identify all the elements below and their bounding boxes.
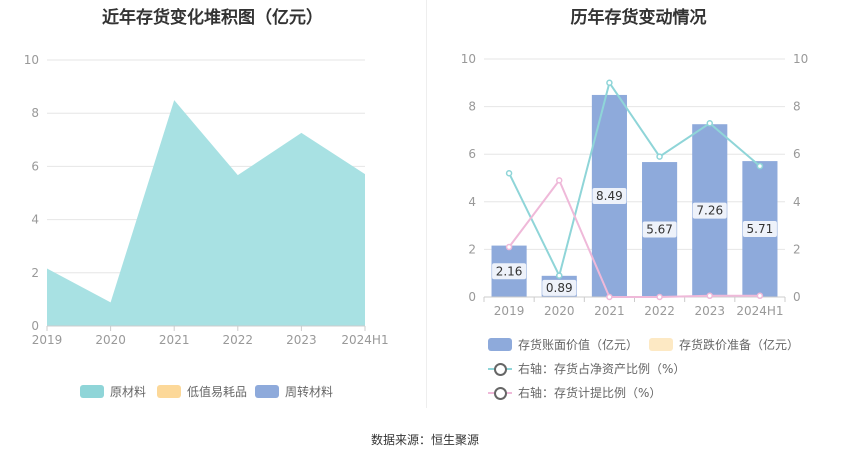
y-right-tick-label: 6: [793, 147, 801, 161]
bar-label-background: [642, 221, 677, 238]
bar-label-background: [492, 263, 527, 280]
bar-line-combo-chart: 0 2 4 6 8 10 0 2 4 6 8 10 2.16 0.89 8.49 5.67 7.26 5.71 20…: [461, 52, 809, 318]
x-tick-label: 2019: [32, 333, 63, 347]
stacked-area-chart: 0 2 4 6 8 10 2019 2020 2021 2022 2023 2024H1: [24, 53, 389, 347]
line-point: [656, 293, 663, 301]
bar-label-background: [542, 279, 577, 296]
y-tick-label: 6: [31, 159, 39, 173]
x-tick-label: 2021: [159, 333, 190, 347]
bar-value-label: 7.26: [696, 204, 723, 218]
line-point: [656, 153, 663, 160]
x-tick-label: 2023: [286, 333, 317, 347]
legend-label-book-value: 存货账面价值（亿元）: [518, 338, 639, 352]
legend-label-turnover-materials: 周转材料: [285, 385, 334, 399]
y-right-tick-label: 2: [793, 242, 801, 256]
legend-swatch-provision-ratio: [488, 386, 512, 400]
y-right-tick-label: 10: [793, 52, 808, 66]
legend-swatch-low-value-consumables: [157, 385, 181, 398]
left-chart-panel: 近年存货变化堆积图（亿元） 0 2 4 6 8 10 2019 2020 2021 2022 202…: [0, 0, 425, 420]
y-tick-label: 8: [31, 106, 39, 120]
line-point: [556, 272, 563, 279]
y-tick-label: 0: [31, 319, 39, 333]
y-tick-label: 2: [31, 266, 39, 280]
bar-label-background: [692, 202, 727, 219]
x-tick-label: 2021: [594, 304, 625, 318]
y-left-tick-label: 8: [468, 100, 476, 114]
line-point: [556, 177, 563, 184]
right-chart-panel: 历年存货变动情况 0 2 4 6 8 10 0 2 4 6 8 10 2.16 0.89 8.49 5.67 7…: [427, 0, 850, 420]
legend-swatch-net-asset-ratio: [488, 362, 512, 376]
x-tick-label: 2019: [494, 304, 525, 318]
line-point: [706, 120, 713, 127]
line-point: [606, 293, 613, 301]
legend-swatch-turnover-materials: [255, 385, 279, 398]
x-tick-label: 2022: [644, 304, 675, 318]
data-source-note: 数据来源：恒生聚源: [370, 433, 479, 447]
legend-label-net-asset-ratio: 右轴：存货占净资产比例（%）: [518, 362, 686, 376]
left-chart-title: 近年存货变化堆积图（亿元）: [102, 8, 323, 28]
y-left-tick-label: 6: [468, 147, 476, 161]
y-tick-label: 10: [24, 53, 39, 67]
line-point: [706, 292, 713, 300]
legend-label-low-value-consumables: 低值易耗品: [187, 385, 248, 399]
area-series-2: [47, 100, 365, 303]
legend-item-turnover-materials[interactable]: 周转材料: [255, 383, 333, 400]
x-tick-label: 2020: [544, 304, 575, 318]
bar-value-label: 2.16: [496, 264, 523, 278]
line-point: [505, 243, 513, 251]
legend-item-provision-ratio[interactable]: 右轴：存货计提比例（%）: [488, 384, 661, 401]
y-right-tick-label: 4: [793, 195, 801, 209]
legend-item-raw-material[interactable]: 原材料: [80, 383, 146, 400]
y-right-tick-label: 8: [793, 100, 801, 114]
line-series-0: [508, 80, 761, 279]
x-tick-label: 2020: [95, 333, 126, 347]
y-left-tick-label: 2: [468, 242, 476, 256]
y-left-tick-label: 0: [468, 290, 476, 304]
right-chart-title: 历年存货变动情况: [570, 8, 707, 28]
x-tick-label: 2023: [694, 304, 725, 318]
legend-item-impairment[interactable]: 存货跌价准备（亿元）: [649, 336, 799, 353]
x-tick-label: 2024H1: [341, 333, 388, 347]
legend-item-book-value[interactable]: 存货账面价值（亿元）: [488, 336, 638, 353]
bar-label-background: [742, 221, 777, 238]
area-series-0: [47, 100, 365, 326]
legend-swatch-impairment: [649, 338, 673, 351]
y-left-tick-label: 4: [468, 195, 476, 209]
legend-label-raw-material: 原材料: [110, 385, 147, 399]
bar-label-background: [592, 187, 627, 204]
line-point: [756, 162, 764, 170]
bar-value-label: 5.71: [747, 222, 774, 236]
y-right-tick-label: 0: [793, 290, 801, 304]
bar-value-label: 0.89: [546, 281, 573, 295]
line-point: [756, 292, 764, 300]
panel-divider: [426, 0, 427, 408]
legend-label-provision-ratio: 右轴：存货计提比例（%）: [518, 386, 662, 400]
y-tick-label: 4: [31, 213, 39, 227]
bar-value-label: 8.49: [596, 189, 623, 203]
line-point: [606, 79, 613, 87]
line-series-1: [508, 178, 760, 298]
legend-swatch-raw-material: [80, 385, 104, 398]
x-tick-label: 2024H1: [736, 304, 783, 318]
bar-value-label: 5.67: [646, 223, 673, 237]
legend-swatch-book-value: [488, 338, 512, 351]
y-left-tick-label: 10: [461, 52, 476, 66]
legend-item-low-value-consumables[interactable]: 低值易耗品: [157, 383, 247, 400]
legend-label-impairment: 存货跌价准备（亿元）: [679, 338, 800, 352]
x-tick-label: 2022: [223, 333, 254, 347]
legend-item-net-asset-ratio[interactable]: 右轴：存货占净资产比例（%）: [488, 360, 685, 377]
line-point: [505, 169, 513, 177]
